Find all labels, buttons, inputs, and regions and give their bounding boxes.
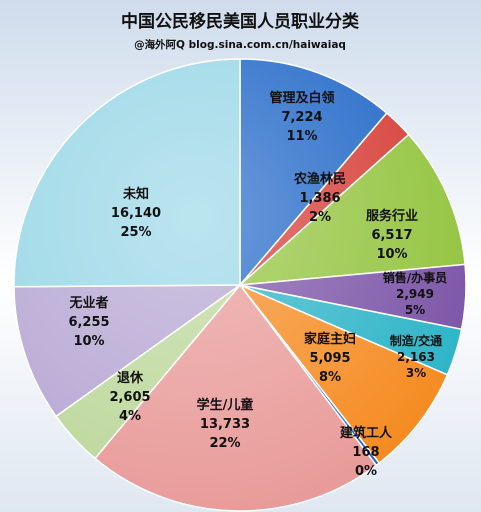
slice-label-11: 未知 16,140 25% <box>111 186 161 240</box>
slice-label-5: 制造/交通 2,163 3% <box>390 333 442 380</box>
chart-title: 中国公民移民美国人员职业分类 <box>121 11 360 32</box>
slice-label-9: 退休 2,605 4% <box>109 370 150 424</box>
slice-label-10: 无业者 6,255 10% <box>68 295 109 349</box>
slice-label-3: 服务行业 6,517 10% <box>366 208 418 262</box>
slice-label-7: 建筑工人 168 0% <box>340 425 393 479</box>
pie-labels: 管理及白领 7,224 11% 农渔林民 1,386 2% 服务行业 6,517 10% 销售/办… <box>68 90 447 479</box>
slice-label-4: 销售/办事员 2,949 5% <box>383 270 447 317</box>
slice-label-6: 家庭主妇 5,095 8% <box>304 331 356 385</box>
slice-label-1: 管理及白领 7,224 11% <box>269 90 334 144</box>
slice-label-8: 学生/儿童 13,733 22% <box>197 397 254 451</box>
slice-label-2: 农渔林民 1,386 2% <box>293 171 346 225</box>
pie-slice-11 <box>13 58 241 288</box>
chart-subtitle: @海外阿Q blog.sina.com.cn/haiwaiaq <box>134 38 346 51</box>
